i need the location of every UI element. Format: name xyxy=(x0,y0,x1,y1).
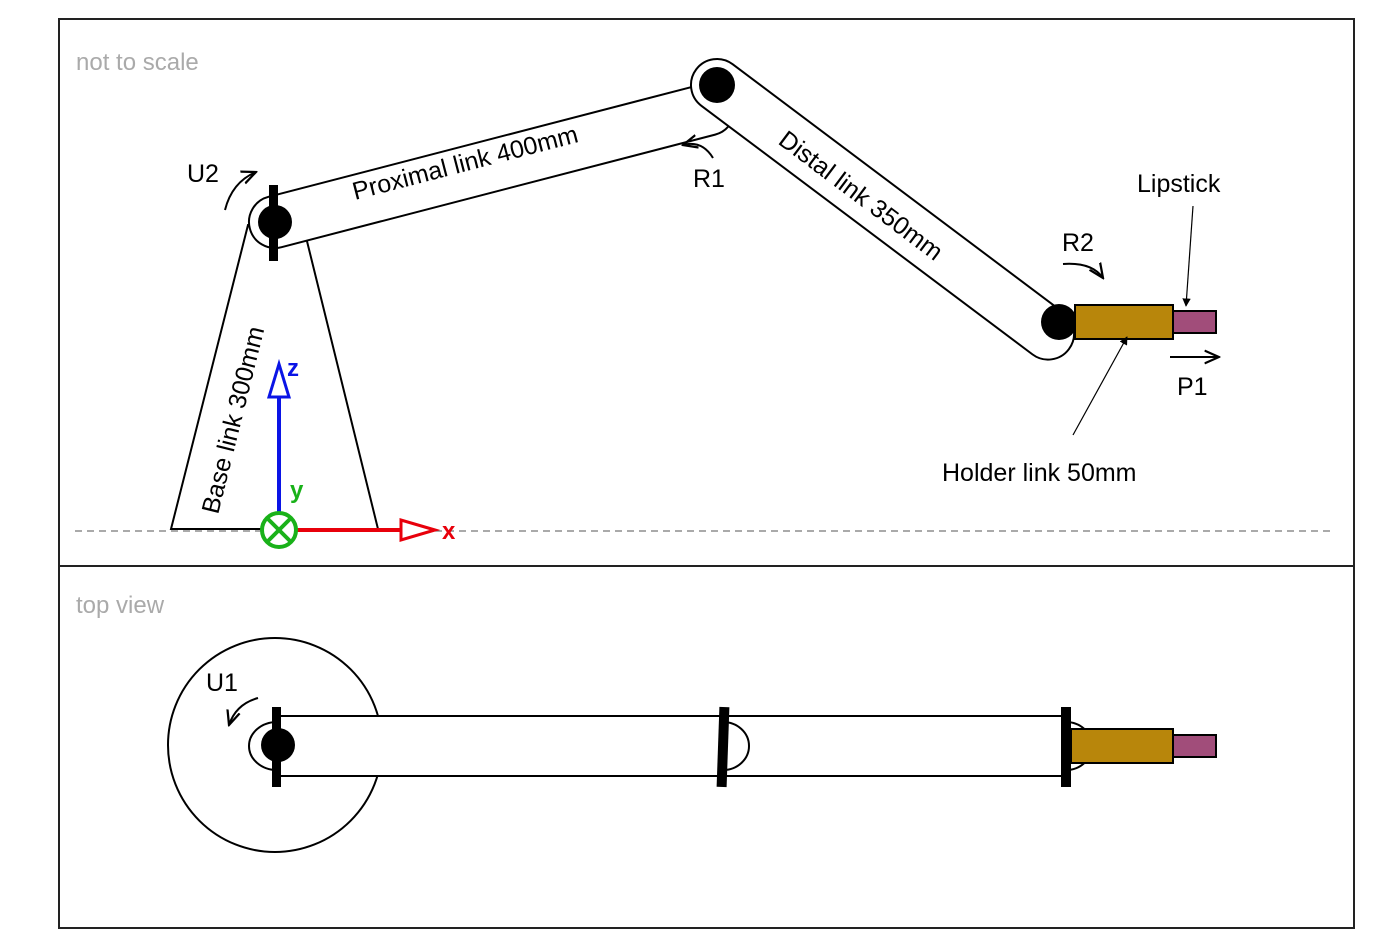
side-view-caption: not to scale xyxy=(76,49,199,76)
u1-rotation-arrow xyxy=(229,697,259,725)
elbow-joint xyxy=(699,67,735,103)
z-axis-label: z xyxy=(287,355,299,382)
top-arm-body xyxy=(276,715,1068,777)
r2-rotation-arrow xyxy=(1062,264,1103,278)
z-axis-head xyxy=(266,358,292,399)
lipstick-callout xyxy=(1182,205,1194,307)
top-holder-link xyxy=(1070,728,1174,764)
distal-link xyxy=(690,58,1076,361)
top-lipstick xyxy=(1172,734,1217,758)
u2-rotation-arrow xyxy=(224,172,256,211)
x-axis-head xyxy=(399,517,441,543)
lipstick xyxy=(1172,310,1217,334)
top-elbow-bar xyxy=(716,706,730,788)
r2-label: R2 xyxy=(1062,229,1094,257)
r1-label: R1 xyxy=(693,165,725,193)
top-shoulder-bar xyxy=(272,707,281,787)
x-axis-label: x xyxy=(442,518,456,545)
p1-label: P1 xyxy=(1177,373,1208,401)
lipstick-label: Lipstick xyxy=(1137,170,1221,198)
elbow-half-disk xyxy=(722,721,750,771)
holder-link-label: Holder link 50mm xyxy=(942,459,1137,487)
wrist-joint xyxy=(1041,304,1077,340)
holder-link xyxy=(1074,304,1174,340)
shoulder-joint-bar xyxy=(269,185,278,261)
y-axis-label: y xyxy=(290,477,304,504)
y-axis-cross-b xyxy=(266,517,292,543)
u2-label: U2 xyxy=(187,160,219,188)
top-view-caption: top view xyxy=(76,592,165,619)
holder-callout xyxy=(1072,336,1128,436)
top-wrist-bar xyxy=(1061,707,1071,787)
r1-rotation-arrow xyxy=(683,144,714,159)
u1-label: U1 xyxy=(206,669,238,697)
